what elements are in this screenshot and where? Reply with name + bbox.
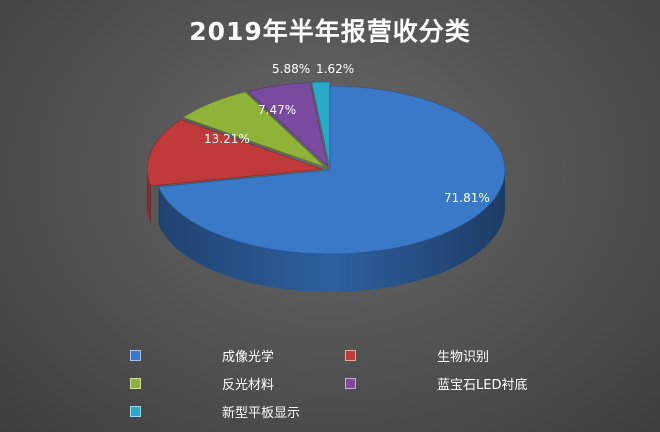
pie-slice	[182, 91, 326, 168]
pie-slice-side	[147, 169, 151, 224]
chart-title: 2019年半年报营收分类	[189, 17, 471, 46]
legend-swatch	[345, 378, 356, 389]
legend-label: 蓝宝石LED衬底	[437, 378, 528, 393]
data-label: 1.62%	[316, 62, 354, 76]
pie-slice-side	[158, 170, 505, 293]
pie-slice	[311, 81, 330, 167]
legend-label: 新型平板显示	[222, 406, 301, 421]
legend-label: 反光材料	[222, 378, 275, 393]
legend-swatch	[345, 350, 356, 361]
data-label: 71.81%	[444, 191, 490, 205]
legend-label: 生物识别	[437, 350, 490, 365]
data-label: 13.21%	[204, 132, 250, 146]
pie-slice	[247, 82, 329, 168]
legend-swatch	[130, 350, 141, 361]
data-label: 5.88%	[272, 62, 310, 76]
legend-swatch	[130, 378, 141, 389]
pie-slice	[158, 85, 506, 255]
legend-swatch	[130, 406, 141, 417]
pie-slice	[146, 119, 323, 187]
legend-label: 成像光学	[222, 350, 275, 365]
data-label: 7.47%	[258, 103, 296, 117]
